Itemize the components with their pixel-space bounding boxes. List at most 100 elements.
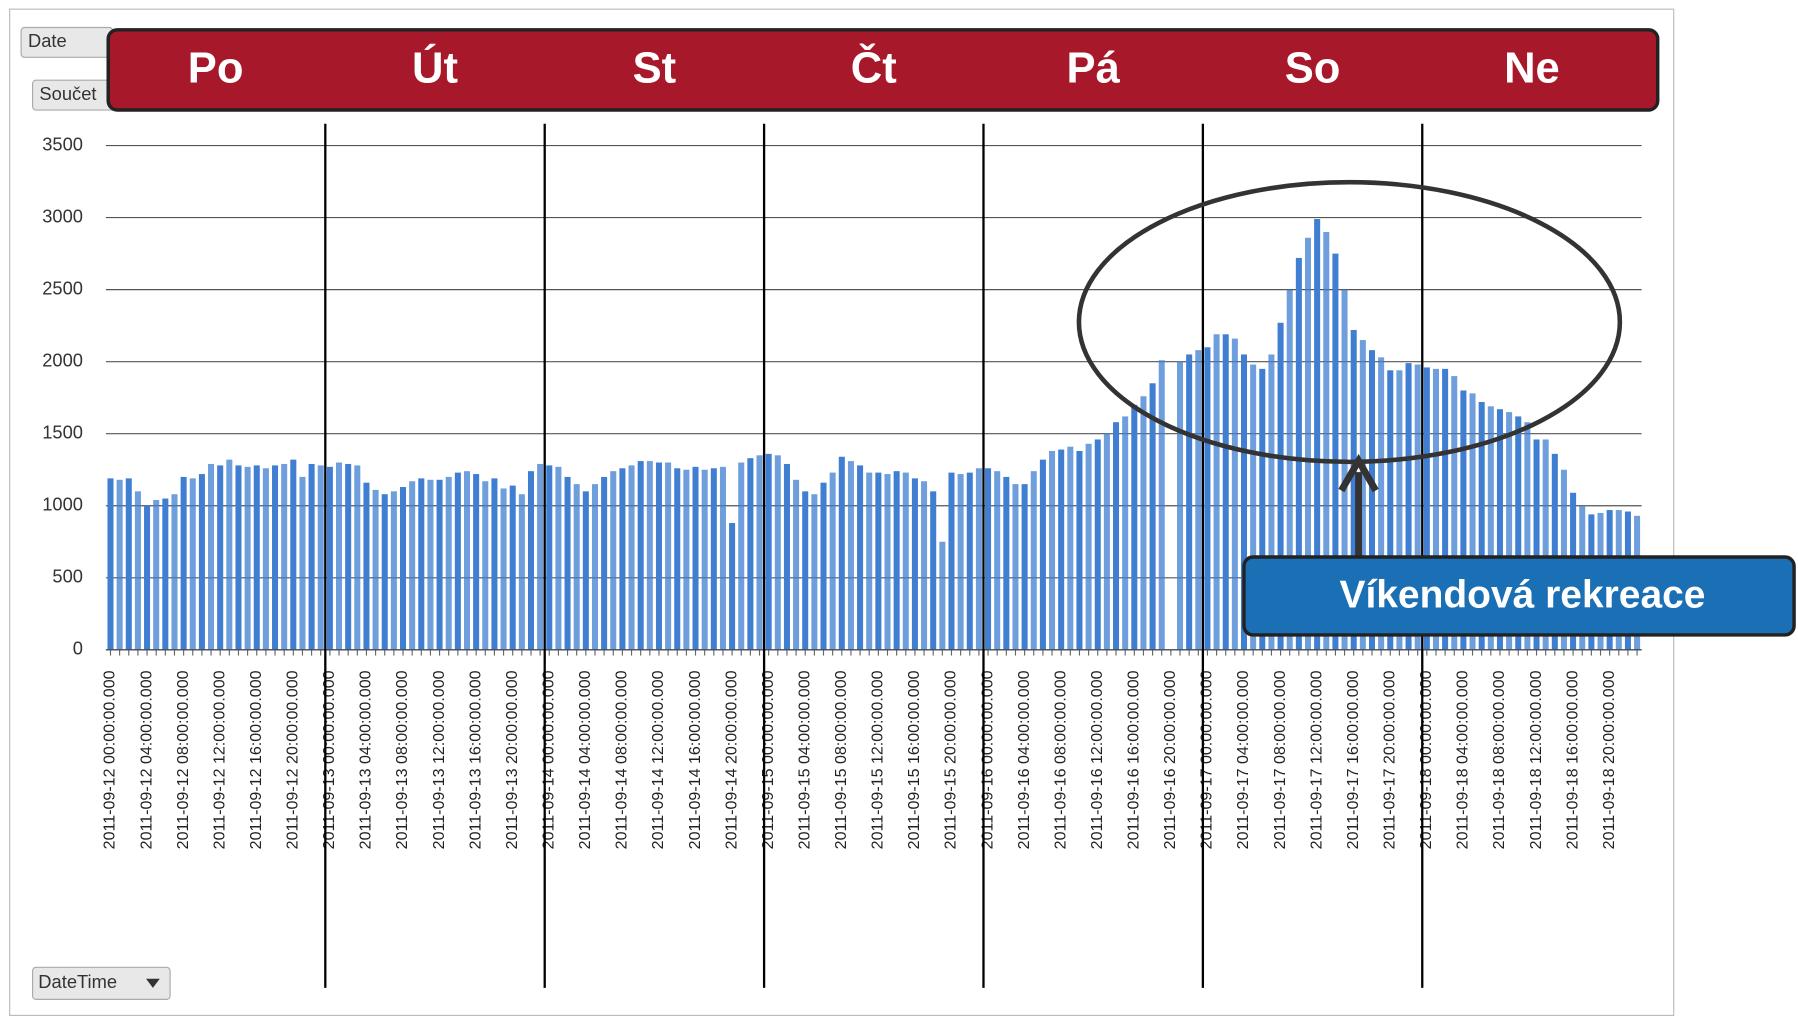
bar [381, 494, 388, 650]
day-label: Ne [1504, 45, 1560, 93]
bar [555, 466, 562, 650]
bar [336, 462, 343, 650]
day-label: So [1285, 45, 1341, 93]
x-tick-label: 2011-09-16 08:00:00.000 [1051, 670, 1069, 849]
bar [1359, 340, 1366, 650]
x-tick-label: 2011-09-17 04:00:00.000 [1234, 670, 1252, 849]
x-tick-label: 2011-09-13 00:00:00.000 [320, 670, 338, 849]
bar [1058, 449, 1065, 650]
bar [729, 523, 736, 650]
x-tick-label: 2011-09-15 08:00:00.000 [832, 670, 850, 849]
bar [463, 471, 471, 650]
bar [1533, 439, 1540, 650]
y-tick-label: 2000 [42, 350, 83, 371]
date-button-label: Date [28, 30, 67, 51]
bar [217, 465, 224, 650]
bar [838, 456, 845, 650]
bar [272, 465, 279, 650]
x-tick-label: 2011-09-18 20:00:00.000 [1600, 670, 1618, 849]
bar [1506, 412, 1513, 650]
x-tick-label: 2011-09-14 12:00:00.000 [649, 670, 667, 849]
bar [244, 466, 251, 650]
bar [399, 487, 407, 650]
bar [674, 468, 681, 650]
bar [1076, 450, 1083, 650]
bar [692, 466, 699, 650]
bar [409, 481, 416, 650]
x-tick-label: 2011-09-16 12:00:00.000 [1088, 670, 1106, 849]
bar [518, 494, 525, 650]
annotation-text: Víkendová rekreace [1339, 573, 1705, 616]
x-tick-label: 2011-09-12 16:00:00.000 [247, 670, 265, 849]
bar [1186, 354, 1193, 650]
bar [153, 499, 160, 650]
bar [1277, 322, 1284, 650]
bar [1113, 422, 1120, 650]
bar [1396, 370, 1403, 650]
bar [162, 498, 169, 650]
arrow-head [1338, 453, 1379, 493]
bar [1259, 368, 1266, 650]
x-tick-label: 2011-09-15 20:00:00.000 [942, 670, 960, 849]
bar [546, 465, 553, 650]
bar [1003, 476, 1010, 650]
x-tick-label: 2011-09-14 20:00:00.000 [722, 670, 740, 849]
bar [747, 458, 754, 650]
x-tick-label: 2011-09-12 08:00:00.000 [174, 670, 192, 849]
bar [1067, 446, 1074, 650]
bar [1131, 404, 1138, 650]
bar [445, 476, 452, 650]
highlight-ellipse [1076, 179, 1623, 465]
bar [1250, 364, 1257, 650]
bar [500, 488, 507, 650]
day-label: Út [412, 43, 458, 93]
x-tick-label: 2011-09-17 16:00:00.000 [1344, 670, 1362, 849]
bar [802, 491, 809, 650]
bar [1049, 450, 1056, 650]
bar [171, 494, 178, 650]
x-tick-label: 2011-09-14 08:00:00.000 [613, 670, 631, 849]
bar [1231, 338, 1238, 650]
x-tick-label: 2011-09-17 12:00:00.000 [1307, 670, 1325, 849]
x-tick-label: 2011-09-14 04:00:00.000 [576, 670, 594, 849]
bar [994, 471, 1001, 650]
x-tick-label: 2011-09-17 08:00:00.000 [1271, 670, 1289, 849]
datetime-button[interactable] [31, 966, 171, 1000]
bar [893, 471, 900, 650]
bar [1103, 433, 1110, 650]
y-tick-label: 500 [52, 566, 83, 587]
y-tick-label: 1000 [42, 494, 83, 515]
bar [619, 468, 626, 650]
bar [884, 474, 891, 650]
bar [1350, 329, 1357, 650]
bar [564, 476, 571, 650]
bar [985, 468, 992, 650]
bar [1515, 416, 1522, 650]
bar [1030, 471, 1037, 650]
x-tick-label: 2011-09-12 00:00:00.000 [101, 670, 119, 849]
bar [1195, 350, 1202, 650]
bar [1177, 361, 1184, 650]
bar [1149, 383, 1156, 650]
x-tick-label: 2011-09-16 16:00:00.000 [1125, 670, 1143, 849]
bar [738, 462, 745, 650]
bar [939, 541, 946, 650]
bar [1140, 396, 1147, 650]
bar [436, 479, 443, 650]
bar [1304, 237, 1312, 650]
bar [957, 474, 964, 650]
bar [628, 465, 635, 650]
bar [345, 463, 352, 650]
bar [847, 461, 854, 650]
bar [811, 494, 818, 650]
bar [930, 491, 937, 650]
x-tick-label: 2011-09-12 04:00:00.000 [137, 670, 155, 849]
bar [1286, 289, 1293, 650]
bar [1240, 354, 1248, 650]
bar [1012, 484, 1019, 650]
bar [1204, 347, 1211, 650]
bar [390, 491, 397, 650]
bar [1387, 370, 1394, 650]
bar [308, 463, 315, 650]
